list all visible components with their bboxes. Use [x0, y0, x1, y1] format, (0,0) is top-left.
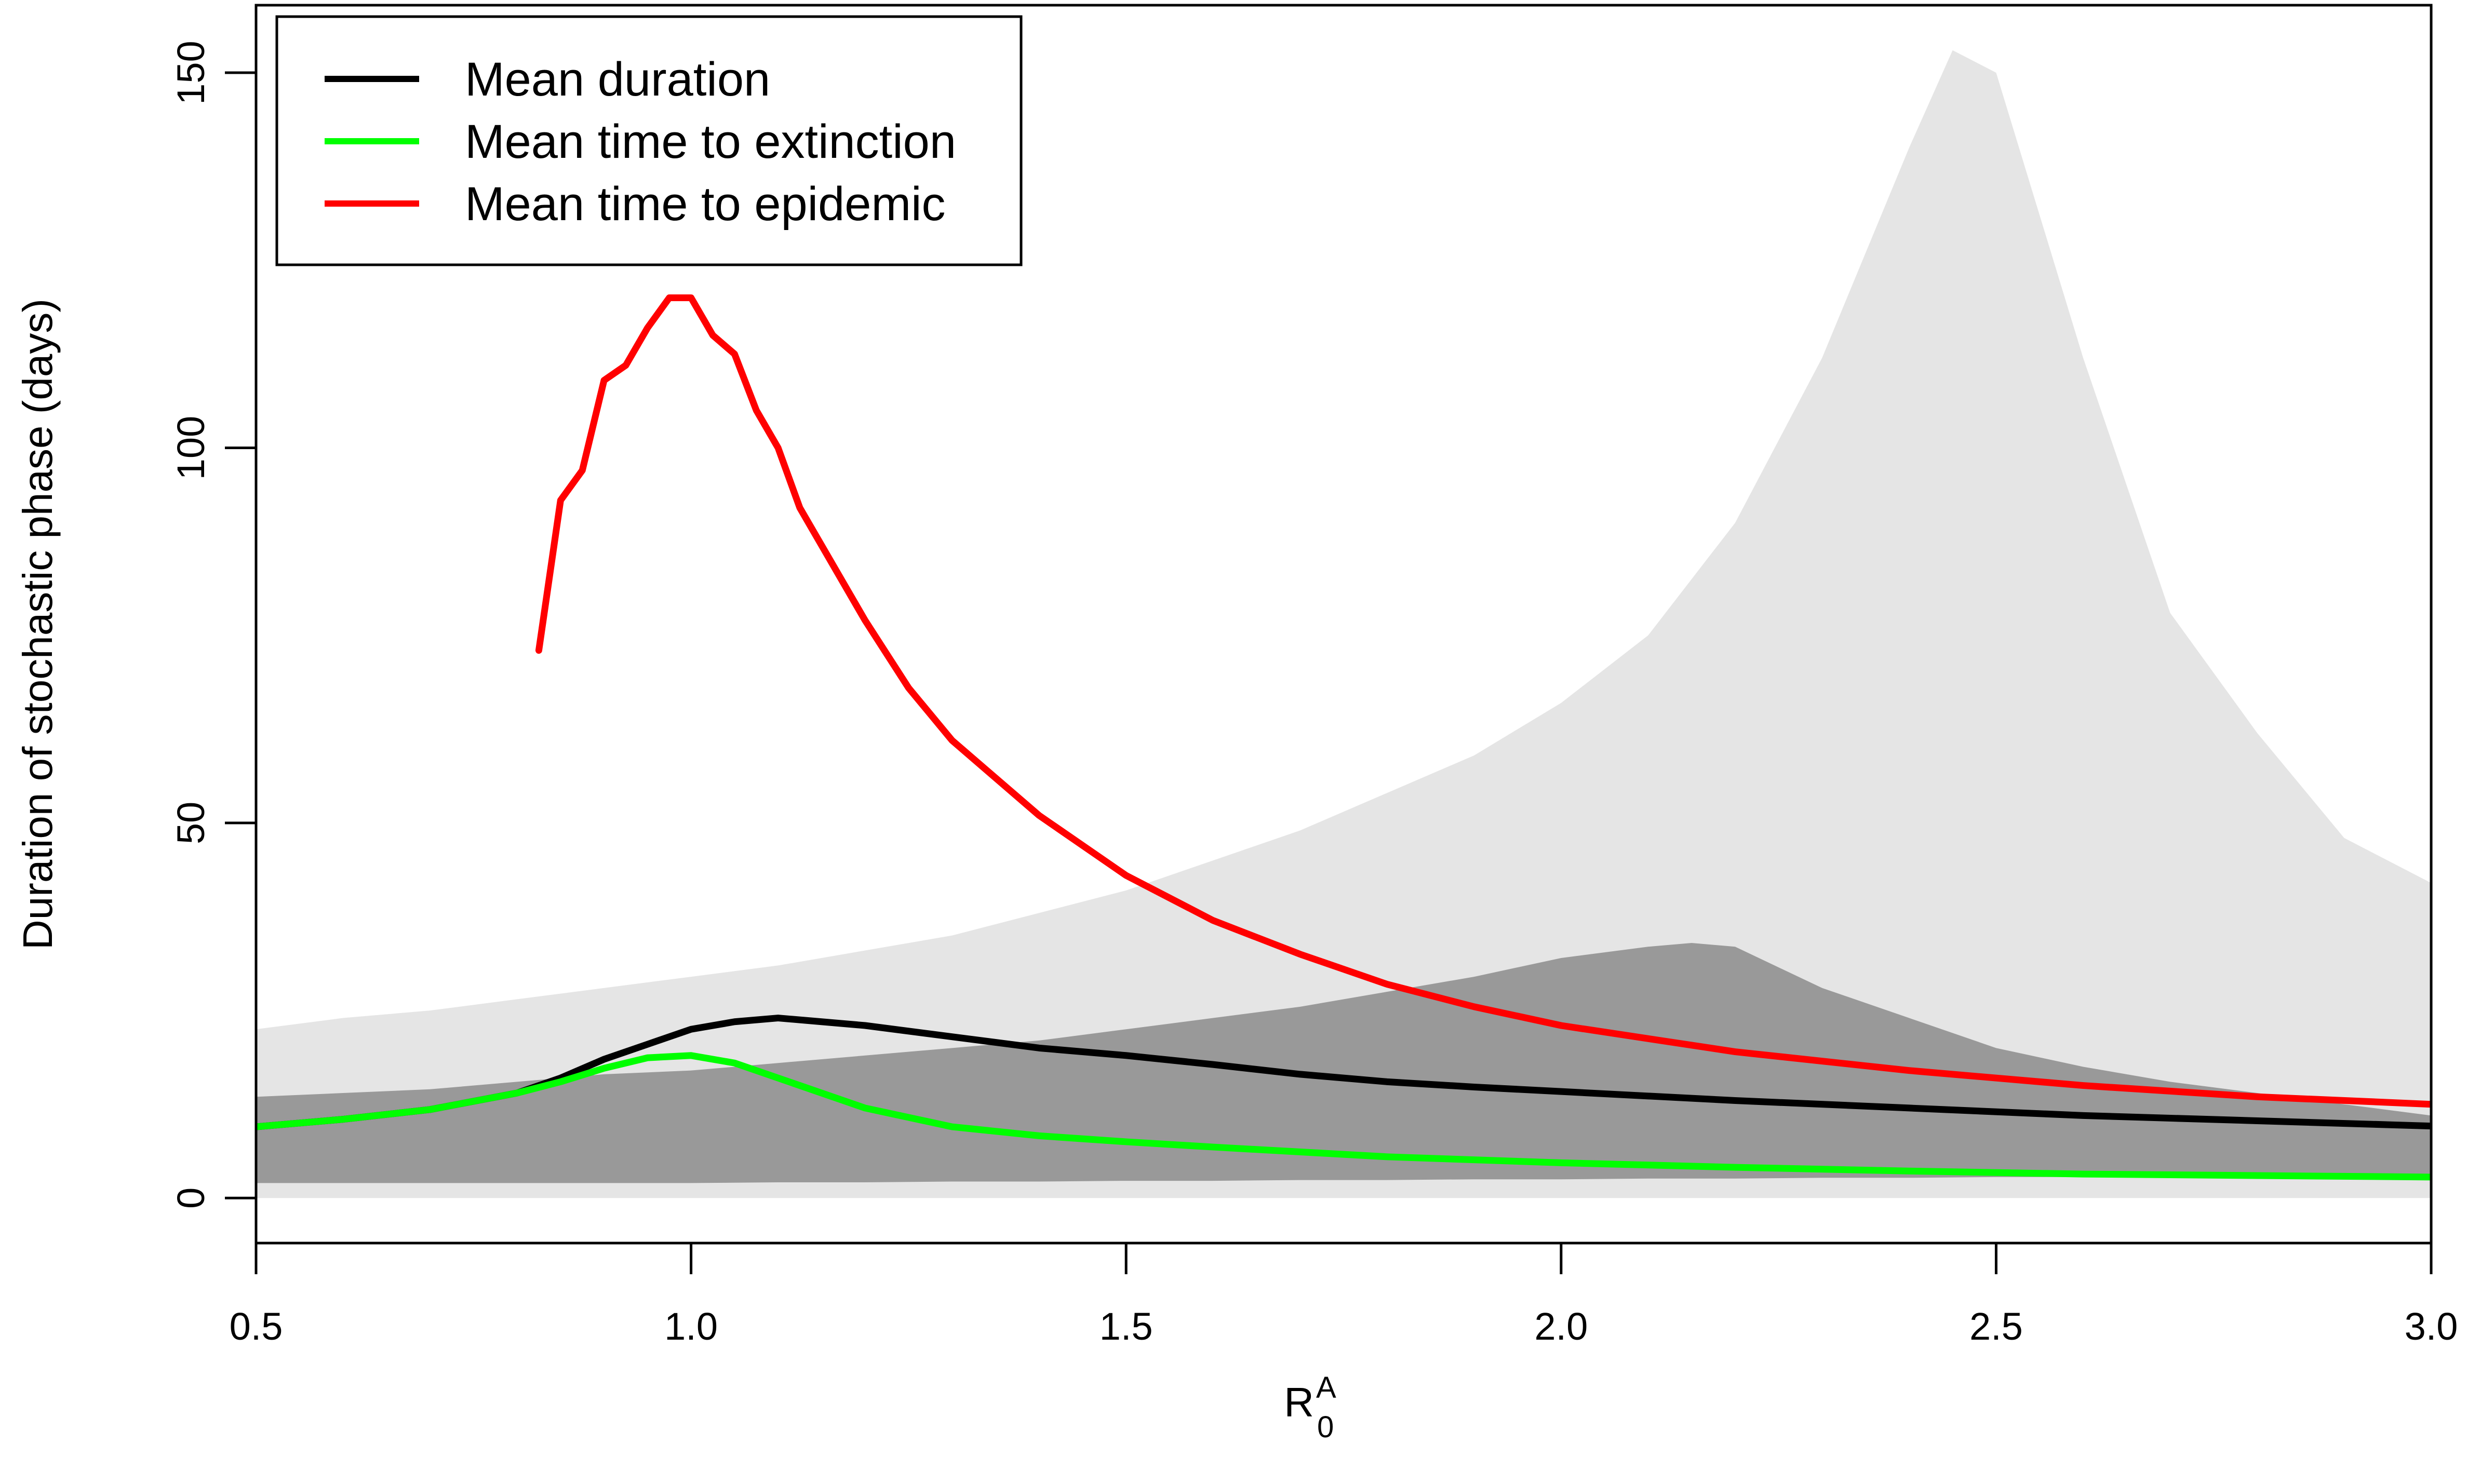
series-line-mean-duration [256, 1015, 2431, 1130]
x-axis-label-subscript: 0 [1317, 1410, 1334, 1444]
x-axis-label-superscript: A [1316, 1371, 1336, 1405]
legend-label-mean-duration: Mean duration [465, 53, 770, 106]
x-tick-label: 2.5 [1969, 1305, 2023, 1348]
legend-item-mean-time-to-epidemic: Mean time to epidemic [325, 178, 946, 231]
x-tick-label: 0.5 [230, 1305, 283, 1348]
y-tick-label: 100 [169, 416, 212, 480]
y-tick-label: 150 [169, 41, 212, 104]
y-axis: 0 50 100 150 [169, 41, 258, 1209]
x-tick-label: 1.0 [664, 1305, 718, 1348]
series-line-mean-time-to-epidemic [535, 294, 2431, 1108]
x-tick-label: 3.0 [2405, 1305, 2458, 1348]
band-0 [256, 50, 2431, 1198]
y-tick-label: 50 [169, 802, 212, 844]
y-tick-label: 0 [169, 1188, 212, 1209]
legend-item-mean-time-to-extinction: Mean time to extinction [325, 115, 956, 168]
band-1 [256, 943, 2431, 1183]
y-axis-label: Duration of stochastic phase (days) [15, 299, 61, 950]
series-line-mean-time-to-extinction [256, 1052, 2431, 1181]
legend: Mean duration Mean time to extinction Me… [275, 15, 1023, 266]
series-lines [256, 294, 2431, 1181]
x-axis-label-base: R [1284, 1379, 1314, 1425]
x-tick-label: 1.5 [1100, 1305, 1153, 1348]
x-axis-label: R A 0 [1284, 1371, 1336, 1444]
legend-box [275, 15, 1023, 266]
x-tick-label: 2.0 [1534, 1305, 1588, 1348]
legend-item-mean-duration: Mean duration [325, 53, 770, 106]
legend-label-mean-time-to-extinction: Mean time to extinction [465, 115, 956, 168]
confidence-bands [256, 50, 2431, 1198]
legend-label-mean-time-to-epidemic: Mean time to epidemic [465, 178, 946, 231]
x-axis: 0.5 1.0 1.5 2.0 2.5 3.0 [230, 1242, 2458, 1348]
